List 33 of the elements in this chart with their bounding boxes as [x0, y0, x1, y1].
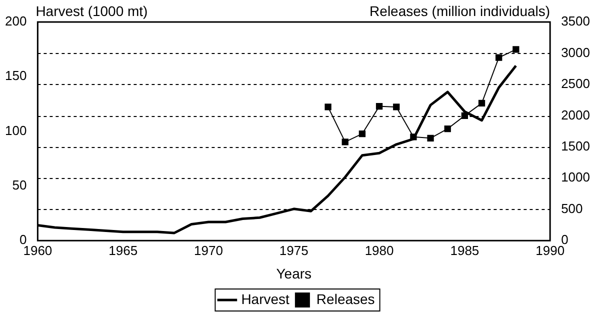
point: [496, 54, 502, 61]
y-tick-label: 150: [4, 68, 27, 84]
legend-label: Harvest: [241, 290, 290, 307]
y2-tick-label: 2500: [561, 76, 590, 92]
y2-tick-label: 1000: [561, 170, 590, 185]
point: [444, 125, 451, 132]
y-tick-label: 0: [19, 232, 27, 248]
x-tick-label: 1985: [450, 242, 480, 258]
x-tick-label: 1970: [194, 242, 223, 258]
point: [376, 102, 383, 110]
y-axis-title: Harvest (1000 mt): [36, 2, 148, 19]
y-tick-label: 50: [12, 178, 27, 193]
x-tick-label: 1975: [279, 242, 308, 258]
y2-tick-label: 2000: [561, 107, 590, 122]
legend-label: Releases: [316, 290, 375, 307]
point: [478, 100, 486, 107]
y2-tick-label: 500: [561, 200, 583, 216]
x-axis-title: Years: [276, 265, 312, 282]
x-tick-label: 1965: [108, 242, 138, 258]
y-tick-label: 200: [4, 14, 27, 29]
y2-axis-title: Releases (million individuals): [370, 2, 550, 19]
y2-tick-label: 1500: [561, 138, 590, 154]
point: [342, 138, 348, 146]
y-tick-label: 100: [4, 122, 27, 138]
x-tick-label: 1980: [364, 242, 394, 258]
y2-tick-label: 3500: [561, 14, 590, 29]
point: [427, 134, 434, 142]
y2-tick-label: 3000: [561, 44, 590, 60]
point: [512, 46, 520, 53]
point: [358, 130, 366, 138]
point: [324, 104, 332, 110]
y2-tick-label: 0: [561, 232, 568, 248]
point: [393, 104, 400, 110]
